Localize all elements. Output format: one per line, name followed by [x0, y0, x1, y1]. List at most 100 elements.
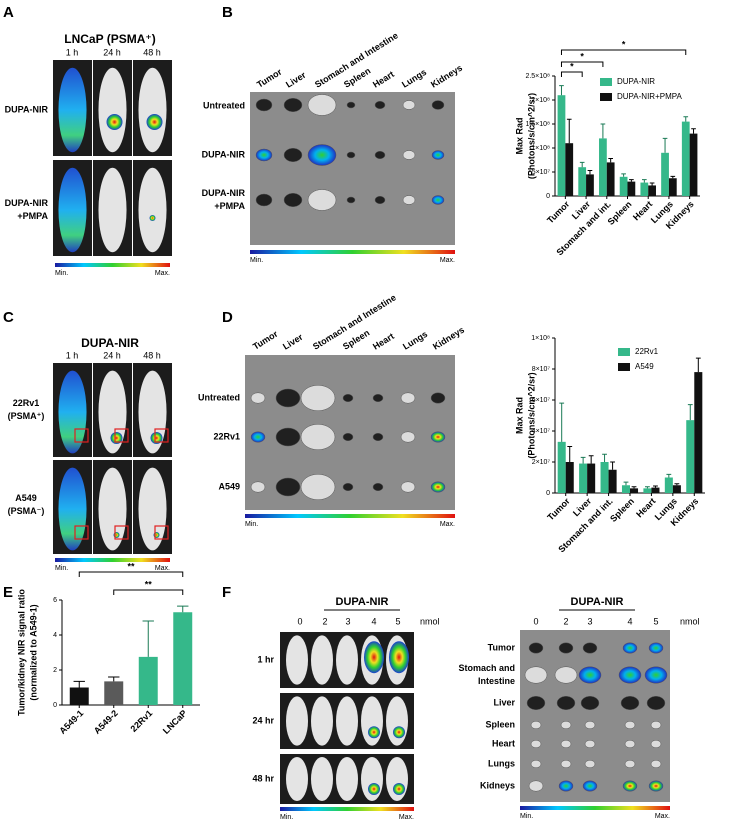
- organ: [560, 760, 572, 768]
- scale-min: Min.: [55, 270, 68, 277]
- bar: [104, 681, 124, 705]
- error-bar: [567, 446, 573, 462]
- bar: [694, 372, 703, 493]
- significance-bracket: [560, 49, 687, 55]
- organ: [430, 392, 446, 404]
- significance-bracket: [113, 589, 184, 595]
- organ: [648, 642, 664, 654]
- error-bar: [691, 128, 696, 134]
- organ: [526, 696, 546, 710]
- dose-label: 5: [395, 616, 400, 626]
- organ: [300, 474, 336, 500]
- mouse: [138, 167, 167, 253]
- scale-max: Max.: [440, 521, 455, 528]
- y-axis-label: (Photons/s/cm^2/sr): [526, 93, 536, 179]
- row-label: Heart: [492, 738, 515, 748]
- panel-letter: F: [222, 584, 231, 601]
- row-label: DUPA-NIR: [5, 198, 49, 208]
- signal: [106, 114, 123, 130]
- organ-image: [520, 630, 670, 802]
- row-label: Untreated: [198, 392, 240, 402]
- error-bar: [662, 137, 668, 153]
- error-bar: [666, 473, 672, 478]
- organ-header: Lungs: [400, 67, 428, 90]
- column-label: 1 h: [66, 47, 79, 57]
- legend-swatch: [618, 348, 630, 356]
- organ: [580, 696, 600, 710]
- organ: [275, 388, 301, 408]
- organ: [582, 780, 598, 792]
- error-bar: [674, 483, 680, 486]
- scale-min: Min.: [520, 813, 533, 820]
- organ: [620, 696, 640, 710]
- organ-header: Lungs: [401, 329, 429, 352]
- dose-label: 3: [345, 616, 350, 626]
- scale-max: Max.: [155, 270, 170, 277]
- y-axis-label: Max Rad: [514, 397, 524, 434]
- mouse: [98, 167, 127, 253]
- row-label: +PMPA: [214, 201, 245, 211]
- organ: [374, 151, 386, 159]
- color-scale: [250, 250, 455, 254]
- row-label: 24 hr: [252, 715, 274, 725]
- row-label: 48 hr: [252, 773, 274, 783]
- error-bar: [623, 481, 629, 486]
- row-label: Kidneys: [480, 780, 515, 790]
- organ: [307, 94, 337, 116]
- bar: [557, 95, 566, 196]
- y-tick-label: 2: [53, 667, 57, 674]
- organ: [250, 481, 266, 493]
- organ: [283, 193, 303, 207]
- signal: [149, 215, 156, 221]
- bar: [565, 143, 574, 196]
- bar: [621, 485, 630, 493]
- bar: [664, 477, 673, 493]
- bar: [138, 656, 158, 705]
- row-label: Spleen: [485, 719, 515, 729]
- bar: [648, 185, 656, 196]
- y-axis-label: Tumor/kidney NIR signal ratio: [16, 589, 26, 716]
- organ: [584, 760, 596, 768]
- row-label: DUPA-NIR: [202, 149, 246, 159]
- x-tick-label: 22Rv1: [129, 708, 155, 734]
- organ: [283, 148, 303, 162]
- y-tick-label: 6: [53, 597, 57, 604]
- y-tick-label: 0: [546, 490, 550, 497]
- organ: [255, 98, 273, 112]
- bar: [689, 133, 698, 196]
- error-bar: [587, 170, 593, 175]
- panel-letter: E: [3, 584, 13, 601]
- bar: [619, 176, 628, 196]
- scale-max: Max.: [440, 257, 455, 264]
- mouse: [286, 757, 308, 801]
- roi-box: [114, 428, 129, 443]
- organ: [528, 642, 544, 654]
- organ: [275, 427, 301, 447]
- scale-max: Max.: [399, 814, 414, 821]
- row-label: Tumor: [488, 642, 516, 652]
- dose-label: 0: [533, 616, 538, 626]
- color-scale: [280, 807, 414, 811]
- mouse: [311, 635, 333, 685]
- mouse: [138, 67, 167, 153]
- bar: [578, 167, 587, 196]
- legend-label: DUPA-NIR: [617, 77, 655, 86]
- organ: [430, 431, 446, 443]
- error-bar: [588, 455, 594, 464]
- y-tick-label: 1.5×10⁸: [525, 121, 550, 128]
- mouse: [58, 370, 87, 454]
- organ: [346, 196, 356, 204]
- error-bar: [108, 676, 120, 682]
- organ: [650, 740, 662, 748]
- organ: [530, 721, 542, 729]
- organ: [584, 721, 596, 729]
- significance-label: **: [145, 579, 153, 589]
- organ: [400, 392, 416, 404]
- organ: [528, 780, 544, 792]
- x-tick-label: Tumor: [545, 199, 572, 226]
- organ: [255, 193, 273, 207]
- mouse: [286, 696, 308, 746]
- organ: [374, 196, 386, 204]
- y-tick-label: 1×10⁸: [531, 335, 550, 342]
- mouse: [138, 370, 167, 454]
